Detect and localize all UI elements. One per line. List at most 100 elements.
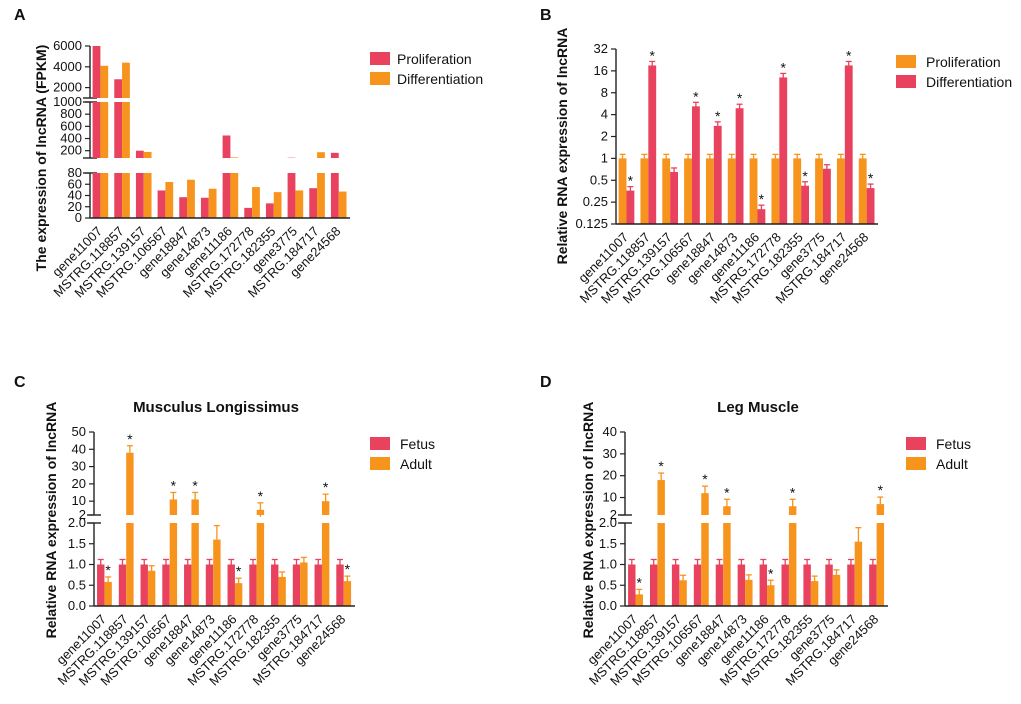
bar-differentiation: [844, 65, 853, 224]
significance-star: *: [236, 563, 242, 579]
significance-star: *: [345, 561, 351, 577]
y-tick-label: 40: [72, 441, 86, 456]
bar-proliferation: [836, 158, 845, 224]
legend-label-differentiation: Differentiation: [397, 71, 483, 87]
y-tick-label: 40: [603, 424, 617, 439]
bar-fetus: [847, 564, 855, 606]
bar-proliferation: [222, 173, 231, 218]
legend-label-proliferation: Proliferation: [926, 54, 1001, 70]
y-tick-label: 600: [60, 118, 82, 133]
bar-adult: [169, 523, 178, 606]
y-tick-label: 10: [603, 490, 617, 505]
bar-fetus: [118, 564, 127, 606]
y-tick-label: 0.5: [68, 577, 86, 592]
bar-adult: [126, 452, 134, 515]
significance-star: *: [192, 477, 198, 493]
bar-differentiation: [208, 188, 217, 218]
y-tick-label: 2: [79, 507, 86, 522]
panel-b-ylabel: Relative RNA expression of lncRNA: [554, 28, 570, 265]
bar-adult: [104, 581, 112, 606]
bar-adult: [767, 585, 775, 606]
y-tick-label: 2: [601, 129, 608, 144]
bar-proliferation: [705, 158, 714, 224]
bar-differentiation: [713, 125, 722, 224]
bar-proliferation: [244, 207, 253, 218]
panel-a-legend: Proliferation Differentiation: [370, 51, 483, 87]
bar-proliferation: [771, 158, 780, 224]
bar-fetus: [292, 564, 301, 606]
panel-c-label: C: [14, 374, 26, 391]
bar-differentiation: [626, 190, 635, 224]
bar-adult: [191, 523, 199, 606]
bar-adult: [745, 579, 753, 606]
significance-star: *: [846, 47, 852, 63]
bar-proliferation: [309, 188, 318, 218]
bar-differentiation: [866, 188, 875, 224]
bar-fetus: [759, 564, 768, 606]
y-tick-label: 0.0: [68, 598, 86, 613]
significance-star: *: [702, 471, 708, 487]
bar-differentiation: [143, 173, 152, 218]
bar-fetus: [628, 564, 636, 606]
bar-adult: [126, 523, 134, 606]
bar-adult: [854, 541, 863, 606]
bar-adult: [300, 562, 308, 606]
bar-proliferation: [200, 197, 209, 218]
bar-proliferation: [749, 158, 758, 224]
bar-adult: [679, 580, 687, 606]
y-tick-label: 1.5: [68, 536, 86, 551]
significance-star: *: [759, 191, 765, 207]
y-tick-label: 20: [72, 476, 86, 491]
y-tick-label: 800: [60, 106, 82, 121]
bar-differentiation: [822, 168, 831, 224]
bar-fetus: [803, 564, 811, 606]
significance-star: *: [724, 484, 730, 500]
bar-differentiation: [801, 185, 810, 224]
y-tick-label: 1.0: [599, 557, 617, 572]
bar-adult: [657, 523, 665, 606]
bar-fetus: [715, 564, 724, 606]
y-tick-label: 1.5: [599, 536, 617, 551]
significance-star: *: [878, 482, 884, 498]
bar-adult: [169, 499, 178, 515]
significance-star: *: [781, 59, 787, 75]
bar-adult: [723, 523, 731, 606]
bar-differentiation: [317, 173, 325, 218]
panel-b-plot: 0.1250.250.512481632**********gene11007M…: [575, 41, 878, 307]
panel-a: A The expression of lncRNA (FPKM) 020406…: [14, 7, 483, 301]
bar-proliferation: [135, 173, 144, 218]
panel-a-ylabel: The expression of lncRNA (FPKM): [33, 45, 49, 272]
y-tick-label: 32: [594, 41, 608, 56]
bar-differentiation: [187, 179, 195, 218]
bar-proliferation: [114, 79, 123, 98]
y-tick-label: 1: [601, 150, 608, 165]
bar-differentiation: [295, 190, 304, 218]
bar-adult: [147, 570, 156, 606]
y-tick-label: 1000: [53, 94, 82, 109]
panel-c-ylabel: Relative RNA expression of lncRNA: [43, 402, 59, 639]
legend-label-fetus: Fetus: [400, 436, 435, 452]
bar-differentiation: [252, 187, 260, 218]
bar-differentiation: [143, 151, 152, 158]
y-tick-label: 8: [601, 85, 608, 100]
y-tick-label: 2000: [53, 80, 82, 95]
bar-adult: [343, 581, 352, 606]
significance-star: *: [658, 458, 664, 474]
bar-fetus: [227, 564, 235, 606]
legend-swatch-proliferation: [896, 55, 916, 68]
bar-adult: [876, 523, 885, 606]
bar-differentiation: [100, 102, 109, 158]
legend-swatch-adult: [906, 457, 926, 470]
bar-proliferation: [222, 135, 231, 158]
significance-star: *: [628, 173, 634, 189]
legend-swatch-proliferation: [370, 52, 390, 65]
bar-adult: [234, 583, 243, 606]
significance-star: *: [258, 488, 264, 504]
bar-fetus: [271, 564, 279, 606]
significance-star: *: [802, 168, 808, 184]
bar-differentiation: [122, 62, 130, 98]
y-tick-label: 16: [594, 63, 608, 78]
panel-b: B Relative RNA expression of lncRNA 0.12…: [540, 7, 1012, 307]
